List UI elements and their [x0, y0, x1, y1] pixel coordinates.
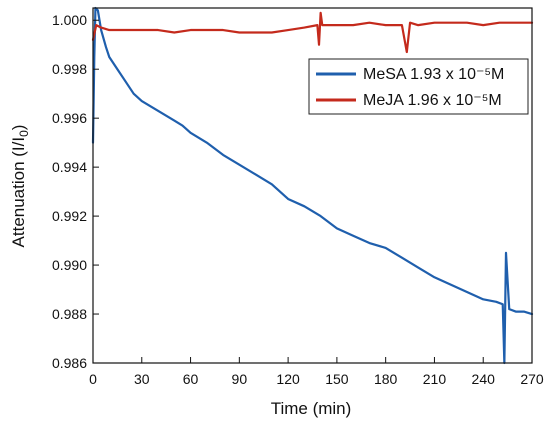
x-tick-label: 60 [183, 371, 199, 387]
y-tick-label: 0.986 [52, 355, 87, 371]
y-axis-title-subscript: 0 [17, 130, 31, 137]
x-tick-label: 30 [134, 371, 150, 387]
x-tick-label: 90 [232, 371, 248, 387]
x-tick-label: 240 [472, 371, 496, 387]
legend-box [308, 58, 529, 115]
series-line-meja [91, 11, 534, 54]
legend-label-mesa: MeSA 1.93 x 10⁻⁵M [363, 66, 504, 83]
y-axis-title: Attenuation (I/I0) [9, 125, 31, 248]
x-tick-label: 0 [89, 371, 97, 387]
axes-layer: 0 30 60 90 120 150 180 210 240 270 0.986 0.988 0.990… [52, 7, 544, 387]
y-axis-title-main: Attenuation (I/I [9, 137, 28, 248]
y-tick-label: 0.994 [52, 159, 87, 175]
legend-label-meja: MeJA 1.96 x 10⁻⁵M [363, 92, 502, 109]
x-tick-label: 120 [276, 371, 300, 387]
y-tick-label: 0.988 [52, 306, 87, 322]
x-axis-title: Time (min) [271, 399, 352, 418]
y-axis-title-end: ) [9, 125, 28, 131]
y-tick-label: 0.996 [52, 110, 87, 126]
series-layer [91, 6, 534, 365]
series-line-mesa [91, 6, 534, 365]
plot-frame [92, 7, 533, 364]
y-tick-label: 0.992 [52, 208, 87, 224]
x-tick-label: 270 [520, 371, 544, 387]
legend: MeSA 1.93 x 10⁻⁵M MeJA 1.96 x 10⁻⁵M [308, 58, 529, 115]
y-tick-label: 1.000 [52, 12, 87, 28]
x-tick-label: 150 [325, 371, 349, 387]
y-tick-label: 0.990 [52, 257, 87, 273]
x-tick-label: 180 [374, 371, 398, 387]
x-tick-label: 210 [423, 371, 447, 387]
y-tick-label: 0.998 [52, 61, 87, 77]
